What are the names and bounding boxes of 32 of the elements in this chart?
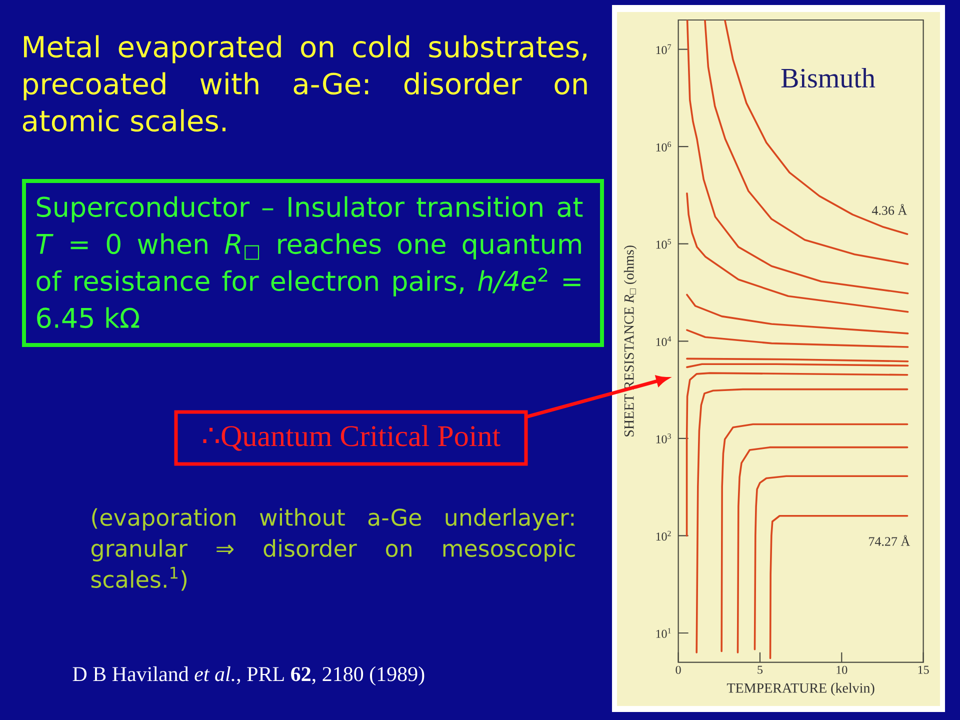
series-label: 74.27 Å xyxy=(869,535,910,546)
y-tick-label: 10$^{4}$ xyxy=(656,336,672,346)
x-tick-label: 0 xyxy=(676,666,681,674)
series-label: 4.36 Å xyxy=(872,204,908,215)
x-tick-label: 15 xyxy=(918,666,929,674)
text: Superconductor – Insulator transition at T = 0 when R$_{□}$ reaches one quantum of resistance for electron pairs, h/4e$^{2}$ = 6.45 kΩ xyxy=(36,196,583,328)
y-tick-label: 10$^{2}$ xyxy=(656,530,671,541)
y-tick-label: 10$^{1}$ xyxy=(656,628,671,638)
x-tick-label: 10 xyxy=(836,666,848,674)
y-tick-label: 10$^{6}$ xyxy=(656,142,672,152)
y-tick-label: 10$^{5}$ xyxy=(656,239,671,249)
text: (evaporation without a-Ge underlayer: granular ⇒ disorder on mesoscopic scales.$^{1}$) xyxy=(91,508,575,591)
text: ∴Quantum Critical Point xyxy=(203,425,500,451)
line-series xyxy=(736,446,908,654)
text: Metal evaporated on cold substrates, precoated with a-Ge: disorder on atomic scales. xyxy=(22,35,587,132)
y-tick-label: 10$^{7}$ xyxy=(656,44,672,54)
line-series xyxy=(686,192,909,313)
line-series xyxy=(704,20,909,265)
y-axis-title: SHEET RESISTANCE R$_{□}$ (ohms) xyxy=(624,246,637,436)
x-axis-title: TEMPERATURE (kelvin) xyxy=(726,682,874,696)
annotation: Bismuth xyxy=(781,68,876,88)
line-series xyxy=(754,475,908,650)
line-series xyxy=(686,329,909,348)
line-series xyxy=(696,388,908,654)
y-tick-label: 10$^{3}$ xyxy=(656,434,671,444)
line-series xyxy=(724,20,908,235)
x-tick-label: 5 xyxy=(758,666,763,674)
line-series xyxy=(720,423,908,652)
line-series xyxy=(686,372,908,537)
line-series xyxy=(686,294,909,334)
text: D B Haviland et al., PRL 62, 2180 (1989) xyxy=(72,666,424,686)
line-series xyxy=(686,20,909,294)
